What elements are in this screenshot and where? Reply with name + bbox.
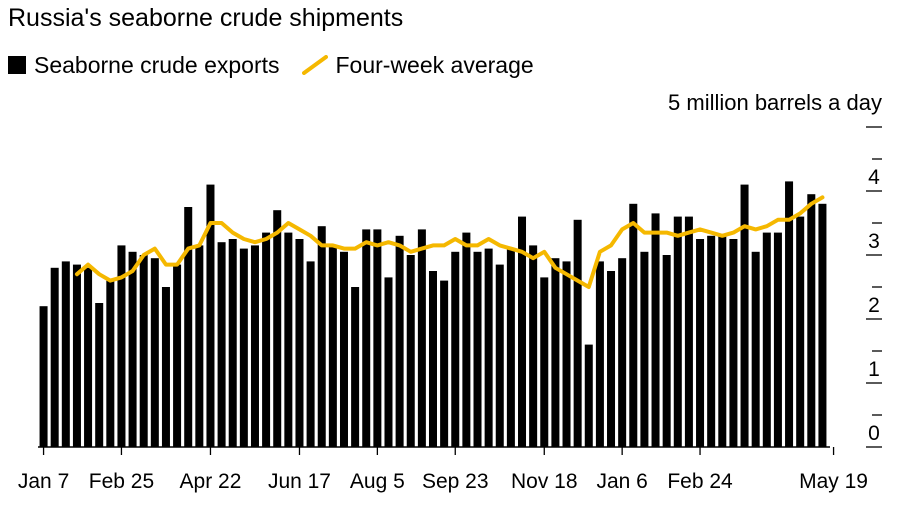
bar: [206, 184, 215, 447]
bar: [61, 261, 70, 447]
legend-label-exports: Seaborne crude exports: [34, 51, 280, 78]
legend: Seaborne crude exports Four-week average: [8, 50, 556, 80]
legend-item-exports: Seaborne crude exports: [8, 52, 280, 79]
legend-line-swatch: [301, 55, 328, 75]
bar: [150, 258, 159, 447]
x-tick-label: Sep 23: [422, 470, 489, 493]
bar: [72, 264, 81, 447]
four-week-average-line: [74, 195, 825, 289]
bar: [362, 229, 371, 447]
bar: [540, 277, 549, 447]
bar: [584, 344, 593, 447]
x-tick-label: Nov 18: [511, 470, 578, 493]
bar: [395, 235, 404, 447]
y-tick-label: 3: [868, 230, 880, 253]
bar: [518, 216, 527, 447]
bar: [718, 235, 727, 447]
bar: [773, 232, 782, 447]
bar: [184, 207, 193, 447]
bar: [651, 213, 660, 447]
bar: [117, 245, 126, 447]
bar: [417, 229, 426, 447]
bar: [250, 245, 259, 447]
y-axis-unit-label: 5 million barrels a day: [668, 90, 882, 115]
bar: [384, 277, 393, 447]
bar: [262, 232, 271, 447]
bar: [373, 229, 382, 447]
bar: [551, 258, 560, 447]
bar: [618, 258, 627, 447]
bar: [762, 232, 771, 447]
bar: [50, 267, 59, 447]
bar: [295, 239, 304, 447]
bar: [495, 264, 504, 447]
bar: [629, 203, 638, 447]
bar: [818, 203, 827, 447]
x-tick-label: Feb 24: [667, 470, 733, 493]
bar: [106, 280, 115, 447]
bar: [440, 280, 449, 447]
bar: [673, 216, 682, 447]
x-tick-label: Aug 5: [350, 470, 405, 493]
bar: [328, 245, 337, 447]
bar: [284, 232, 293, 447]
bar: [506, 248, 515, 447]
bar: [128, 251, 137, 447]
y-tick-label: 1: [868, 358, 880, 381]
bar: [662, 255, 671, 447]
bar: [740, 184, 749, 447]
bar: [239, 248, 248, 447]
bar: [684, 216, 693, 447]
x-tick-label: Jun 17: [268, 470, 331, 493]
bar: [451, 251, 460, 447]
bar: [751, 251, 760, 447]
x-tick-label: Jan 6: [596, 470, 647, 493]
bar: [573, 219, 582, 447]
bar: [351, 287, 360, 447]
bar: [796, 216, 805, 447]
y-tick-label: 0: [868, 422, 880, 445]
bar: [729, 239, 738, 447]
bar: [273, 210, 282, 447]
bar: [473, 251, 482, 447]
bar: [217, 242, 226, 447]
bar: [595, 261, 604, 447]
bar: [640, 251, 649, 447]
bar: [161, 287, 170, 447]
bar: [39, 306, 48, 447]
bar: [707, 235, 716, 447]
bar: [195, 245, 204, 447]
bar: [807, 194, 816, 447]
bar: [696, 239, 705, 447]
x-tick-label: May 19: [799, 470, 868, 493]
x-tick-label: Jan 7: [18, 470, 69, 493]
legend-label-average: Four-week average: [335, 51, 534, 78]
legend-item-average: Four-week average: [301, 51, 534, 79]
x-tick-label: Apr 22: [180, 470, 242, 493]
bar: [95, 303, 104, 447]
bar: [173, 264, 182, 447]
bar: [428, 271, 437, 447]
bar: [84, 267, 93, 447]
bar: [339, 251, 348, 447]
x-tick-label: Feb 25: [89, 470, 154, 493]
bar: [406, 255, 415, 447]
y-tick-label: 2: [868, 294, 880, 317]
bar: [607, 271, 616, 447]
bar: [785, 181, 794, 447]
y-tick-label: 4: [868, 166, 880, 189]
bar: [529, 245, 538, 447]
bar: [139, 255, 148, 447]
bar: [228, 239, 237, 447]
legend-bar-swatch: [8, 56, 26, 74]
bar: [317, 226, 326, 447]
chart-title: Russia's seaborne crude shipments: [8, 4, 404, 32]
bar: [462, 232, 471, 447]
bar: [306, 261, 315, 447]
bar: [484, 248, 493, 447]
bar: [562, 261, 571, 447]
